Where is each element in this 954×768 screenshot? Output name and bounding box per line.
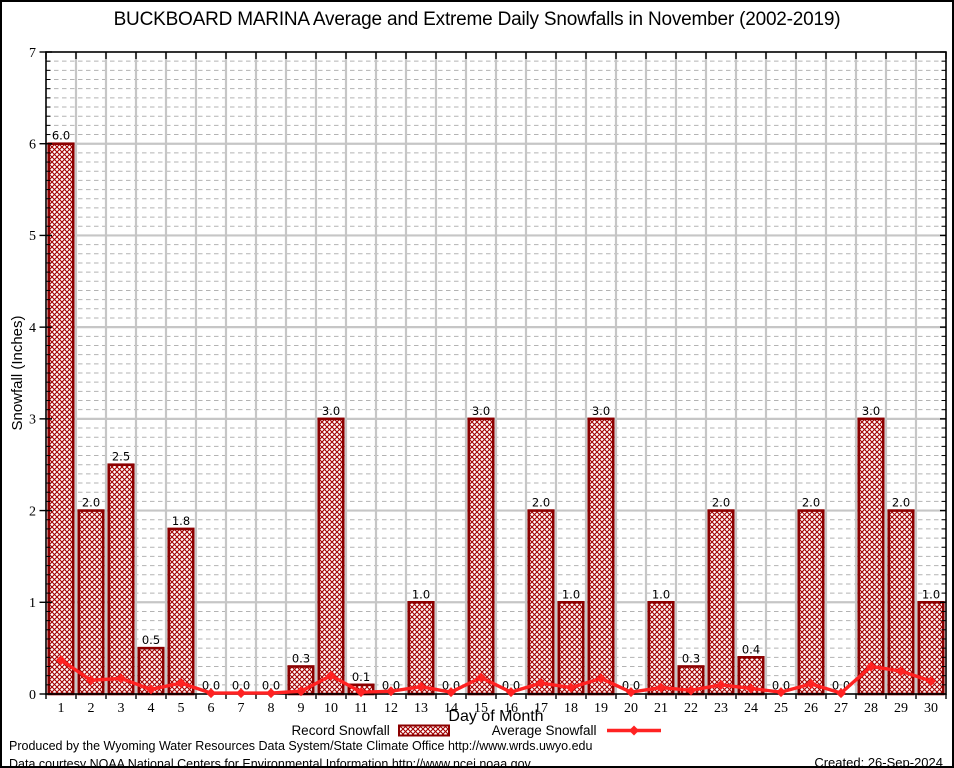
x-tick-label: 2 <box>88 701 95 716</box>
y-axis-title: Snowfall (Inches) <box>9 315 26 431</box>
bar-value-label: 0.3 <box>292 651 310 665</box>
x-tick-label: 30 <box>924 701 938 716</box>
bar-value-label: 0.3 <box>682 651 700 665</box>
x-tick-label: 23 <box>714 701 728 716</box>
bar-value-label: 3.0 <box>472 404 490 418</box>
bar-value-label: 6.0 <box>52 129 70 143</box>
x-tick-label: 20 <box>624 701 638 716</box>
y-tick-label: 3 <box>29 413 36 428</box>
bar-value-label: 2.5 <box>112 450 130 464</box>
footer-produced-by: Produced by the Wyoming Water Resources … <box>9 739 593 753</box>
bar-value-label: 0.5 <box>142 633 160 647</box>
bar-value-label: 1.0 <box>652 587 670 601</box>
bar-value-label: 2.0 <box>802 496 820 510</box>
bar-value-label: 1.0 <box>412 587 430 601</box>
x-tick-label: 25 <box>774 701 788 716</box>
legend-average-label: Average Snowfall <box>491 723 597 738</box>
footer-data-courtesy: Data courtesy NOAA National Centers for … <box>9 757 531 768</box>
bar-value-label: 1.0 <box>562 587 580 601</box>
legend-record-label: Record Snowfall <box>291 723 390 738</box>
bar-value-label: 0.0 <box>262 679 280 693</box>
record-snowfall-swatch-icon <box>397 724 450 737</box>
bar-value-label: 2.0 <box>712 496 730 510</box>
x-tick-label: 15 <box>474 701 488 716</box>
y-tick-label: 7 <box>29 46 36 61</box>
x-tick-label: 16 <box>504 701 518 716</box>
y-tick-label: 6 <box>29 138 36 153</box>
x-tick-label: 4 <box>148 701 155 716</box>
x-tick-label: 13 <box>414 701 428 716</box>
x-axis-title: Day of Month <box>448 708 544 725</box>
x-tick-label: 12 <box>384 701 398 716</box>
y-tick-label: 5 <box>29 229 36 244</box>
chart-title: BUCKBOARD MARINA Average and Extreme Dai… <box>113 9 841 30</box>
x-tick-label: 5 <box>178 701 185 716</box>
bar-value-label: 3.0 <box>322 404 340 418</box>
bar-value-label: 0.0 <box>772 679 790 693</box>
bar-value-label: 1.0 <box>922 587 940 601</box>
x-tick-label: 28 <box>864 701 878 716</box>
x-tick-label: 11 <box>354 701 367 716</box>
bar-value-label: 2.0 <box>532 496 550 510</box>
x-tick-label: 21 <box>654 701 668 716</box>
bar-value-label: 0.1 <box>352 670 370 684</box>
bar-value-label: 3.0 <box>592 404 610 418</box>
average-snowfall-line-icon <box>605 724 663 737</box>
footer-created-date: Created: 26-Sep-2024 <box>814 755 943 768</box>
bar-value-label: 2.0 <box>82 496 100 510</box>
y-tick-label: 1 <box>29 596 36 611</box>
x-tick-label: 26 <box>804 701 818 716</box>
x-tick-label: 7 <box>238 701 245 716</box>
x-tick-label: 29 <box>894 701 908 716</box>
y-tick-label: 4 <box>29 321 36 336</box>
bar-value-label: 0.0 <box>202 679 220 693</box>
x-tick-label: 8 <box>268 701 275 716</box>
y-tick-label: 0 <box>29 688 36 703</box>
x-tick-label: 18 <box>564 701 578 716</box>
x-tick-label: 14 <box>444 701 458 716</box>
x-tick-label: 9 <box>298 701 305 716</box>
x-tick-label: 6 <box>208 701 215 716</box>
bar-value-label: 2.0 <box>892 496 910 510</box>
bar-value-label: 3.0 <box>862 404 880 418</box>
bar-value-label: 1.8 <box>172 514 190 528</box>
y-tick-label: 2 <box>29 504 36 519</box>
x-tick-label: 3 <box>118 701 125 716</box>
bar-value-label: 0.0 <box>232 679 250 693</box>
x-tick-label: 19 <box>594 701 608 716</box>
x-tick-label: 27 <box>834 701 848 716</box>
x-tick-label: 24 <box>744 701 758 716</box>
x-tick-label: 22 <box>684 701 698 716</box>
x-tick-label: 10 <box>324 701 338 716</box>
x-tick-label: 17 <box>534 701 548 716</box>
x-tick-label: 1 <box>58 701 65 716</box>
bar-value-label: 0.4 <box>742 642 760 656</box>
legend: Record Snowfall Average Snowfall <box>2 723 952 738</box>
